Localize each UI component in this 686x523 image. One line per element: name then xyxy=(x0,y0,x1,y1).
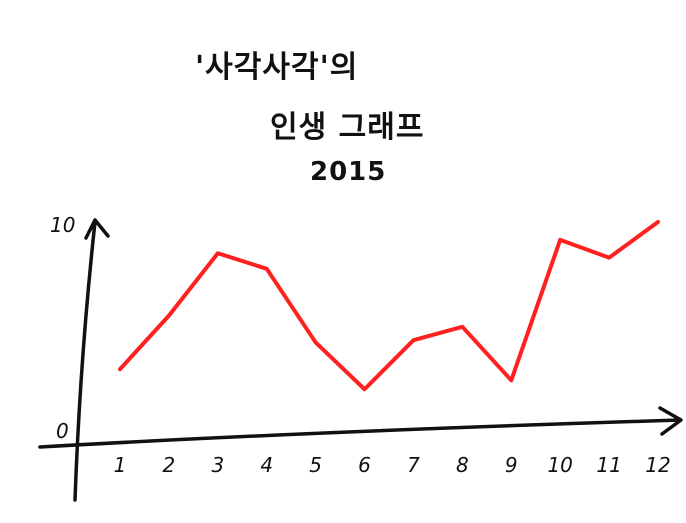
y-tick-label: 10 xyxy=(50,213,75,237)
x-tick-label: 2 xyxy=(163,453,176,477)
x-tick-label: 5 xyxy=(309,453,322,477)
data-point xyxy=(363,387,367,391)
x-tick-label: 10 xyxy=(547,453,572,477)
x-axis-arrow xyxy=(658,406,683,436)
x-tick-label: 3 xyxy=(211,453,224,477)
y-axis xyxy=(73,220,97,502)
data-point xyxy=(411,338,415,342)
x-tick-label: 4 xyxy=(260,453,273,477)
x-tick-label: 1 xyxy=(114,453,127,477)
data-point xyxy=(167,314,171,318)
data-point xyxy=(265,267,269,271)
data-point xyxy=(558,238,562,242)
x-tick-label: 12 xyxy=(645,453,670,477)
chart-title-year: 2015 xyxy=(310,157,387,187)
x-tick-label: 11 xyxy=(596,453,621,477)
x-tick-label: 6 xyxy=(358,453,371,477)
data-point xyxy=(118,367,122,371)
data-point xyxy=(607,256,611,260)
x-tick-label: 8 xyxy=(456,453,469,477)
x-axis xyxy=(38,418,682,449)
data-point xyxy=(460,325,464,329)
y-axis-arrow xyxy=(84,218,110,240)
series-line xyxy=(118,220,660,392)
data-point xyxy=(509,378,513,382)
x-tick-label: 7 xyxy=(407,453,420,477)
chart-title-line-1: '사각사각'의 xyxy=(195,50,359,85)
data-point xyxy=(216,251,220,255)
y-tick-label: 0 xyxy=(56,419,69,443)
x-tick-label: 9 xyxy=(505,453,518,477)
data-point xyxy=(314,340,318,344)
chart-title-line-2: 인생 그래프 xyxy=(270,110,425,145)
data-point xyxy=(656,220,660,224)
